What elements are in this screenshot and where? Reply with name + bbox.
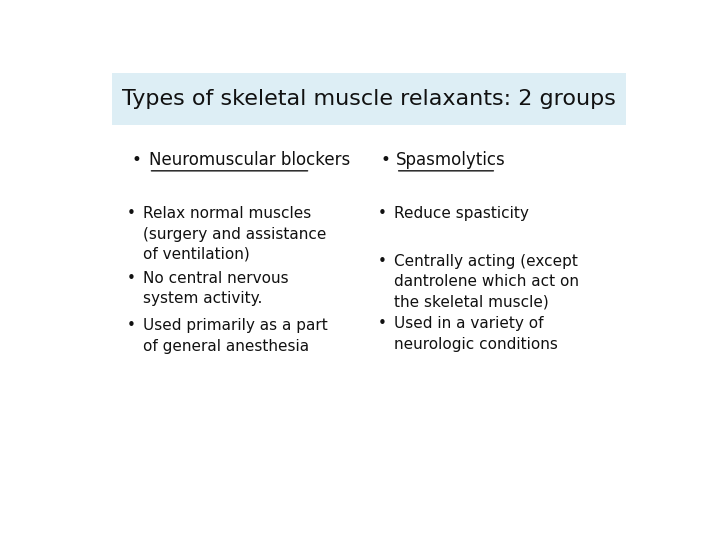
Text: Centrally acting (except
dantrolene which act on
the skeletal muscle): Centrally acting (except dantrolene whic… xyxy=(394,254,579,310)
Text: Used primarily as a part
of general anesthesia: Used primarily as a part of general anes… xyxy=(143,319,328,354)
Text: •: • xyxy=(377,254,386,269)
Text: •: • xyxy=(380,151,390,170)
Text: Spasmolytics: Spasmolytics xyxy=(396,151,505,170)
Text: Neuromuscular blockers: Neuromuscular blockers xyxy=(148,151,350,170)
Text: •: • xyxy=(377,206,386,221)
Text: No central nervous
system activity.: No central nervous system activity. xyxy=(143,271,289,306)
Text: •: • xyxy=(132,151,142,170)
Text: Relax normal muscles
(surgery and assistance
of ventilation): Relax normal muscles (surgery and assist… xyxy=(143,206,326,262)
Text: Types of skeletal muscle relaxants: 2 groups: Types of skeletal muscle relaxants: 2 gr… xyxy=(122,89,616,109)
Text: •: • xyxy=(126,206,135,221)
Text: •: • xyxy=(377,316,386,332)
FancyBboxPatch shape xyxy=(112,73,626,125)
Text: •: • xyxy=(126,271,135,286)
Text: •: • xyxy=(126,319,135,333)
Text: Reduce spasticity: Reduce spasticity xyxy=(394,206,529,221)
Text: Used in a variety of
neurologic conditions: Used in a variety of neurologic conditio… xyxy=(394,316,558,352)
